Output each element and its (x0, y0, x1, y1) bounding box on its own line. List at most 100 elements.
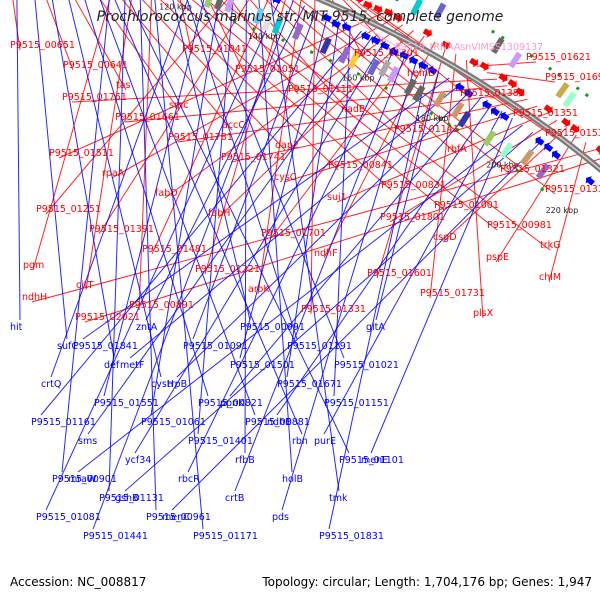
map-title: Prochlorococcus marinus str. MIT 9515, c… (96, 9, 504, 25)
cog-box-outer (433, 2, 447, 20)
reverse-gene-arrow (272, 0, 281, 4)
gene-label: def (104, 360, 120, 371)
gene-label: P9515_01051 (235, 64, 300, 75)
forward-gene-arrow (354, 0, 363, 4)
gene-label: P9515_01691 (545, 72, 600, 83)
gene-label: P9515_01781 (168, 132, 233, 143)
forward-gene-arrow (515, 87, 525, 97)
leader-line (154, 0, 204, 530)
track-dot (356, 71, 361, 77)
gene-label: P9515_tRNAAsnVIMSS1309137 (395, 42, 543, 53)
track-dot (557, 73, 562, 78)
cog-box-inner (271, 17, 284, 35)
gene-label: P9515_00651 (10, 40, 75, 51)
gene-label: P9515_01381 (460, 88, 525, 99)
gene-label: P9515_00961 (146, 512, 211, 523)
gene-label: P9515_01701 (261, 228, 326, 239)
leader-line (134, 41, 385, 454)
gene-label: metF (120, 360, 144, 371)
scale-label: 140 kbp (248, 32, 281, 41)
reverse-gene-arrow (455, 82, 465, 92)
leader-line (310, 0, 316, 315)
gene-label: rfbB (235, 455, 255, 466)
leader-line (323, 41, 436, 259)
leader-line (244, 0, 247, 454)
leader-line (179, 0, 193, 55)
gene-label: menE (361, 455, 388, 466)
gene-label: P9515_01091 (183, 341, 248, 352)
gene-label: P9515_01301 (354, 48, 419, 59)
reverse-gene-arrow (585, 176, 595, 186)
gene-label: P9515_01061 (141, 417, 206, 428)
accession-text: Accession: NC_008817 (10, 575, 147, 589)
gene-label: P9515_00991 (240, 322, 305, 333)
gene-label: accC (222, 120, 245, 131)
scale-label: 200 kbp (486, 160, 519, 169)
gene-label: crtB (225, 493, 244, 504)
track-dot (575, 86, 580, 91)
leader-line (82, 77, 450, 340)
reverse-gene-arrow (418, 60, 428, 70)
leader-line (230, 98, 528, 163)
cog-box-inner (261, 14, 274, 32)
scale-label: 120 kbp (159, 3, 192, 12)
leader-line (217, 29, 414, 219)
track-dot (515, 168, 520, 173)
gene-label: nadB (341, 104, 365, 115)
gene-label: P9515_01151 (324, 398, 389, 409)
gene-label: tmk (329, 493, 348, 504)
gene-label: rbcR (178, 474, 200, 485)
track-dot (437, 116, 443, 121)
cog-box-outer (555, 82, 570, 99)
reverse-gene-arrow (361, 31, 371, 41)
forward-gene-arrow (595, 145, 600, 155)
leader-line (31, 149, 596, 303)
reverse-gene-arrow (482, 99, 492, 110)
leader-line (51, 0, 115, 359)
reverse-gene-arrow (544, 142, 554, 152)
gene-label: P9515_01131 (99, 493, 164, 504)
gene-label: P9515_01511 (49, 148, 114, 159)
leader-line (333, 25, 351, 397)
gene-label: cysH (151, 379, 174, 390)
leader-line (465, 59, 484, 319)
forward-gene-arrow (440, 40, 451, 51)
gene-label: citT (76, 280, 94, 291)
gene-label: P9515_00841 (328, 160, 393, 171)
cog-box-inner (319, 37, 332, 55)
feature-tracks (203, 0, 600, 192)
leader-line (429, 53, 457, 299)
track-dot (547, 66, 553, 71)
leader-line (219, 0, 551, 251)
track-dot (490, 29, 496, 34)
leader-line (276, 103, 493, 416)
reverse-gene-arrow (389, 46, 399, 56)
track-dot (429, 111, 434, 116)
cog-box-inner (338, 46, 351, 64)
track-dot (232, 20, 237, 24)
reverse-gene-arrow (409, 55, 419, 65)
leader-line (176, 0, 392, 191)
leader-line (192, 10, 317, 340)
reverse-gene-arrow (341, 21, 352, 32)
gene-label: P9515_01141 (394, 124, 459, 135)
gene-label: csgD (433, 232, 457, 243)
leader-line (74, 0, 127, 91)
genome-summary-text: Topology: circular; Length: 1,704,176 bp… (262, 575, 592, 589)
cog-box-inner (378, 59, 392, 77)
gene-label: P9515_01351 (513, 108, 578, 119)
track-dot (328, 58, 333, 63)
backbone-highlight (319, 0, 600, 171)
leader-line (145, 5, 306, 321)
genome-backbone (314, 0, 600, 174)
leader-line (12, 0, 21, 51)
leader-line (139, 0, 157, 511)
leader-line (46, 0, 74, 71)
gene-label: smc (169, 100, 188, 111)
track-dot (500, 35, 505, 40)
gene-label: purE (314, 436, 336, 447)
gene-labels: P9515_00651P9515_00641tassmcaccCdap2P951… (10, 40, 600, 542)
leader-line (77, 124, 523, 473)
forward-gene-arrow (543, 104, 553, 114)
track-dot (540, 187, 545, 192)
